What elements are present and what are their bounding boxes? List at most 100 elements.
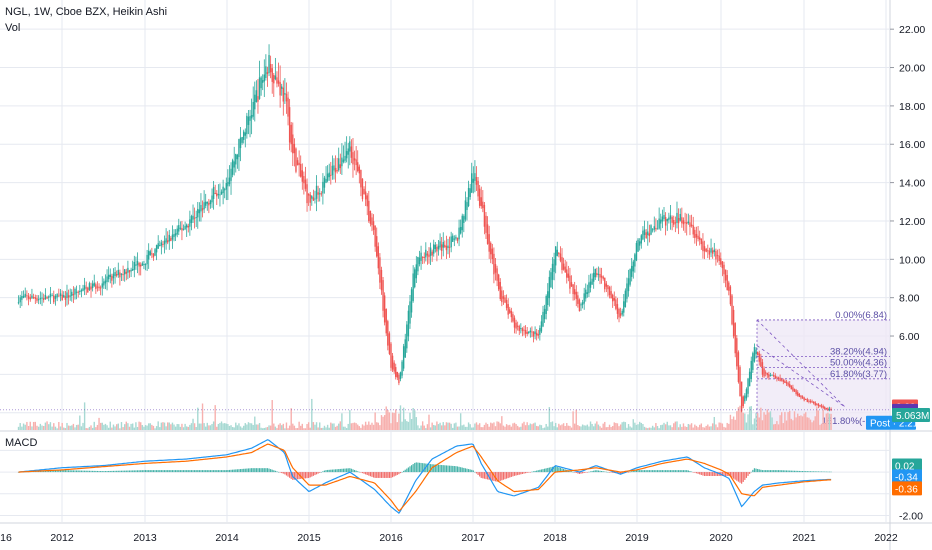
price-candle (703, 246, 706, 252)
price-candle (211, 195, 213, 203)
volume-bar (605, 427, 608, 430)
macd-histogram-bar (805, 471, 807, 473)
macd-histogram-bar (252, 468, 254, 473)
price-candle (726, 275, 728, 290)
volume-bar (96, 424, 99, 430)
macd-histogram-bar (479, 472, 481, 477)
volume-bar (355, 423, 357, 430)
price-candle (222, 186, 224, 194)
price-candle (277, 80, 280, 84)
macd-histogram-bar (523, 472, 525, 474)
volume-bar (239, 426, 242, 430)
volume-bar (621, 422, 623, 430)
volume-bar (581, 424, 584, 430)
price-candle (803, 397, 805, 401)
volume-bar (155, 426, 158, 430)
price-candle (624, 290, 627, 307)
volume-bar (785, 420, 788, 430)
macd-histogram-bar (542, 469, 544, 473)
price-candle (567, 273, 570, 278)
macd-histogram-bar (347, 468, 349, 473)
macd-histogram-bar (452, 465, 454, 473)
price-candle (729, 286, 732, 305)
macd-histogram-bar (526, 472, 528, 473)
price-candle (333, 165, 335, 171)
price-candle (421, 256, 424, 258)
price-candle (551, 263, 554, 280)
macd-histogram-bar (235, 469, 237, 473)
macd-histogram-bar (144, 470, 147, 473)
volume-bar (178, 424, 180, 430)
price-candle (798, 393, 801, 397)
volume-bar (588, 426, 590, 430)
volume-bar (269, 425, 272, 430)
volume-bar (182, 427, 185, 430)
volume-bar (553, 426, 555, 430)
macd-histogram-bar (653, 470, 655, 473)
volume-bar (147, 423, 150, 430)
macd-histogram-bar (761, 470, 764, 473)
macd-histogram-bar (710, 472, 712, 476)
macd-histogram-bar (342, 468, 345, 473)
price-candle (581, 302, 584, 305)
macd-histogram-bar (779, 470, 781, 473)
price-candle (448, 246, 451, 248)
price-candle (692, 225, 694, 235)
price-axis[interactable]: 22.0020.0018.0016.0014.0012.0010.008.006… (866, 24, 930, 522)
price-candle (809, 400, 812, 402)
price-candle (647, 231, 649, 236)
price-candle (572, 284, 574, 295)
macd-histogram-bar (276, 471, 278, 473)
price-candle (63, 295, 65, 298)
signal-line (18, 443, 832, 512)
price-candle (67, 295, 70, 298)
volume-bar (671, 427, 673, 430)
volume-bar (326, 424, 329, 430)
volume-bar (171, 422, 174, 430)
volume-bar (230, 425, 232, 430)
price-candle (285, 93, 288, 102)
volume-bar (173, 424, 175, 430)
macd-histogram-bar (414, 462, 416, 473)
volume-bar (74, 427, 76, 430)
price-candle (239, 137, 242, 149)
price-candle (151, 253, 153, 255)
volume-bar (130, 423, 132, 430)
price-candle (301, 170, 303, 182)
volume-bar (627, 424, 630, 430)
volume-bar (200, 423, 202, 430)
price-candle (43, 298, 45, 300)
volume-bar (79, 415, 81, 430)
volume-bar (39, 423, 42, 430)
price-candle (309, 194, 311, 203)
macd-histogram-bar (642, 470, 644, 473)
macd-histogram-bar (803, 471, 805, 473)
volume-bar (697, 427, 699, 430)
price-candle (255, 90, 258, 103)
price-candle (122, 274, 124, 276)
volume-bar (707, 424, 709, 430)
volume-bar (56, 428, 58, 430)
volume-bar (464, 426, 467, 430)
volume-bar (412, 408, 414, 430)
volume-bar (69, 425, 71, 430)
volume-bar (295, 428, 297, 430)
macd-histogram-bar (773, 470, 775, 473)
macd-histogram-bar (128, 470, 131, 473)
macd-tag-label: 0.02 (895, 462, 915, 473)
volume-bar (37, 426, 40, 430)
macd-histogram-bar (163, 470, 166, 473)
price-candle (562, 263, 565, 270)
volume-bar (570, 427, 573, 430)
volume-bar (231, 427, 234, 430)
price-candle (637, 239, 639, 252)
macd-histogram-bar (702, 472, 704, 476)
volume-bar (244, 423, 246, 430)
price-tag (892, 408, 930, 422)
price-candle (608, 287, 611, 296)
time-axis[interactable]: 16 2012 2013 2014 2015 2016 2017 2018 2019 2020 20… (0, 532, 898, 544)
price-candle (755, 349, 757, 355)
volume-bar (758, 417, 760, 430)
volume-bar (307, 422, 310, 430)
